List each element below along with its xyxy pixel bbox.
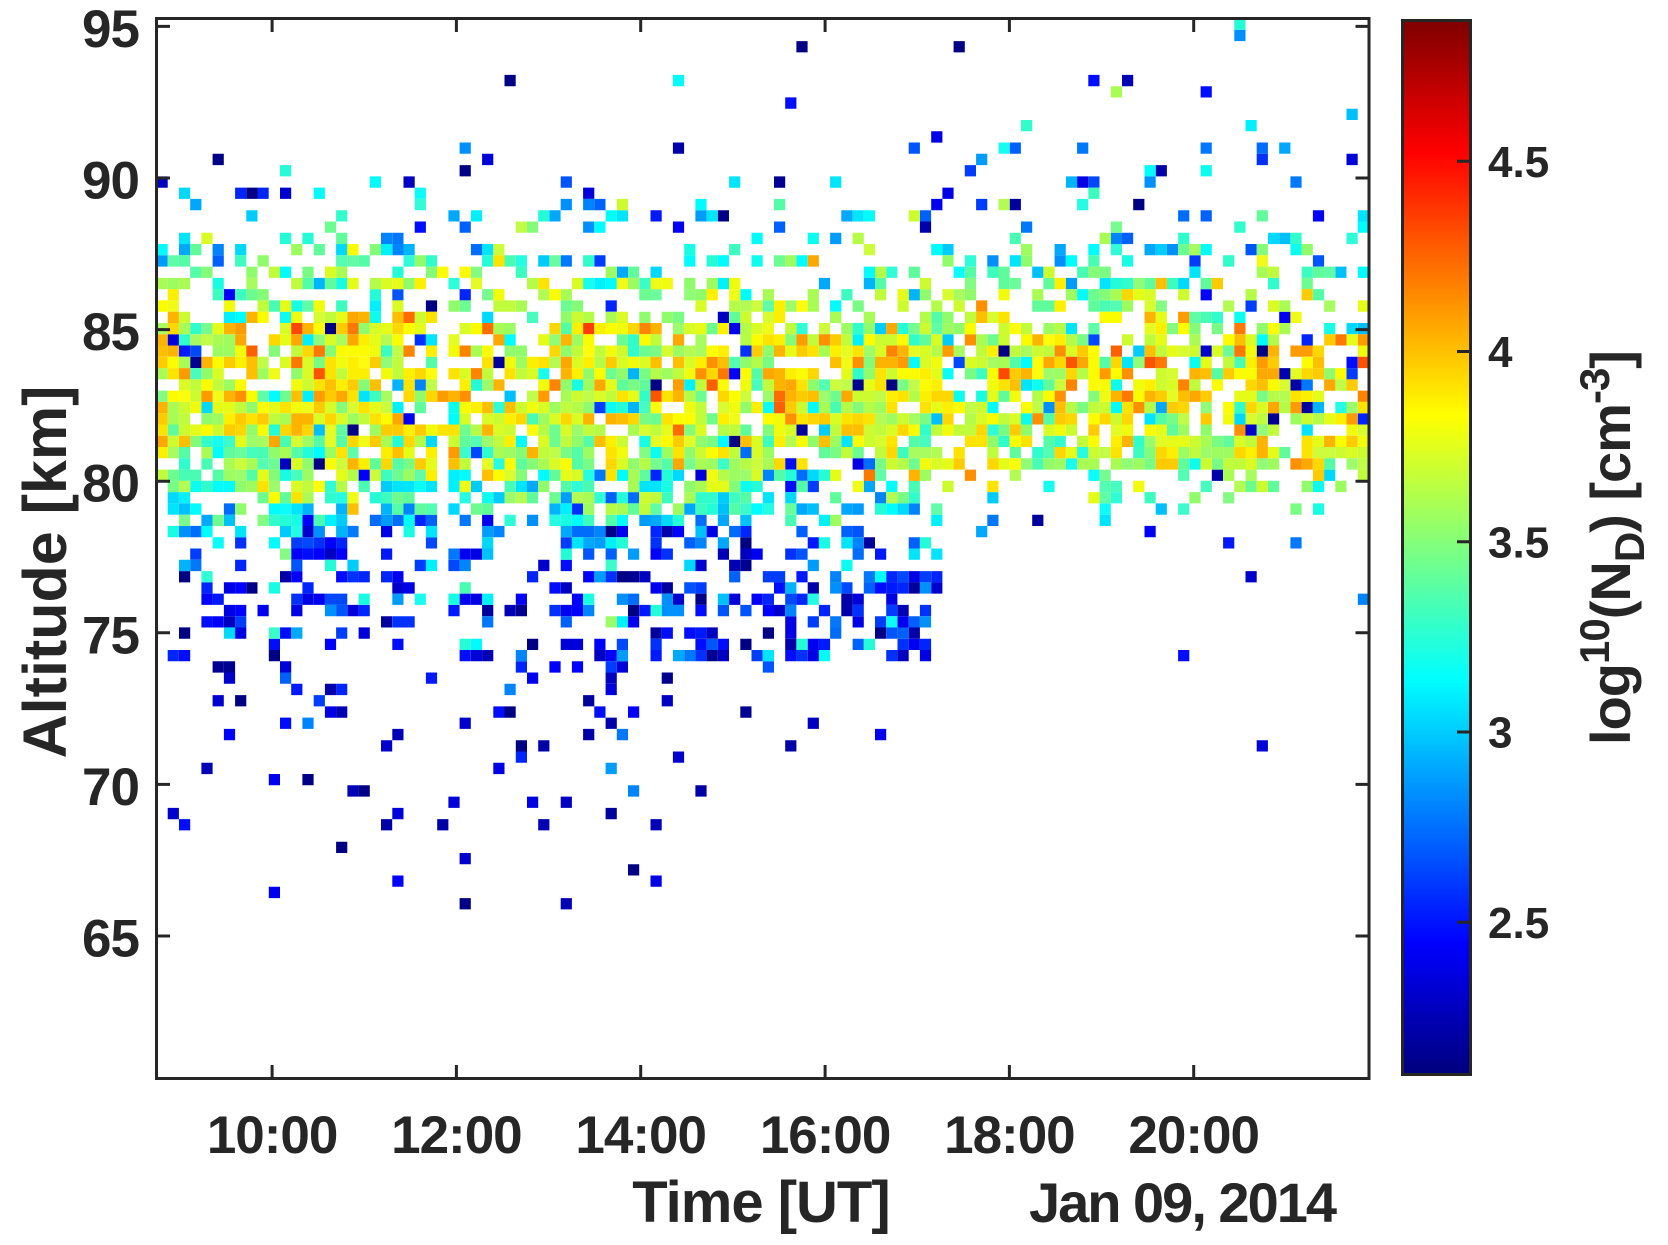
svg-text:Altitude [km]: Altitude [km] [11, 386, 79, 759]
svg-text:16:00: 16:00 [760, 1106, 891, 1165]
svg-text:75: 75 [82, 606, 139, 665]
svg-text:95: 95 [82, 0, 139, 59]
svg-text:4: 4 [1488, 328, 1513, 377]
svg-text:3: 3 [1488, 709, 1512, 758]
svg-text:65: 65 [82, 910, 139, 969]
svg-text:14:00: 14:00 [575, 1106, 706, 1165]
svg-text:3.5: 3.5 [1488, 518, 1549, 567]
svg-text:10:00: 10:00 [207, 1106, 338, 1165]
svg-text:80: 80 [82, 455, 139, 514]
svg-text:12:00: 12:00 [391, 1106, 522, 1165]
svg-text:85: 85 [82, 303, 139, 362]
svg-text:2.5: 2.5 [1488, 899, 1549, 948]
svg-text:18:00: 18:00 [944, 1106, 1075, 1165]
svg-text:Jan 09, 2014: Jan 09, 2014 [1029, 1171, 1337, 1234]
svg-text:90: 90 [82, 152, 139, 211]
svg-text:20:00: 20:00 [1128, 1106, 1259, 1165]
svg-text:Time [UT]: Time [UT] [632, 1170, 889, 1235]
svg-text:70: 70 [82, 758, 139, 817]
svg-text:4.5: 4.5 [1488, 138, 1549, 187]
